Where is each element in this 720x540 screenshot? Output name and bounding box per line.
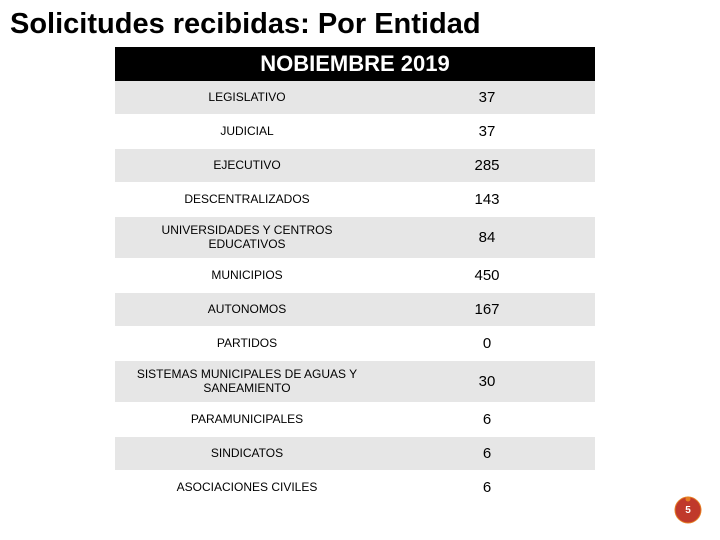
entity-value: 285 <box>379 149 595 182</box>
page-number: 5 <box>685 505 691 516</box>
entity-value: 6 <box>379 437 595 470</box>
table-header: NOBIEMBRE 2019 <box>115 47 595 81</box>
table-row: EJECUTIVO285 <box>115 149 595 183</box>
entity-table: NOBIEMBRE 2019 LEGISLATIVO37JUDICIAL37EJ… <box>115 47 595 505</box>
table-row: PARAMUNICIPALES6 <box>115 403 595 437</box>
table-row: AUTONOMOS167 <box>115 293 595 327</box>
table-row: ASOCIACIONES CIVILES6 <box>115 471 595 505</box>
entity-value: 6 <box>379 471 595 504</box>
entity-label: UNIVERSIDADES Y CENTROS EDUCATIVOS <box>115 217 379 258</box>
entity-label: LEGISLATIVO <box>115 81 379 114</box>
entity-value: 37 <box>379 115 595 148</box>
table-row: PARTIDOS0 <box>115 327 595 361</box>
entity-label: EJECUTIVO <box>115 149 379 182</box>
table-row: LEGISLATIVO37 <box>115 81 595 115</box>
entity-value: 84 <box>379 217 595 258</box>
entity-value: 30 <box>379 361 595 402</box>
entity-label: AUTONOMOS <box>115 293 379 326</box>
table-row: SISTEMAS MUNICIPALES DE AGUAS Y SANEAMIE… <box>115 361 595 403</box>
table-row: UNIVERSIDADES Y CENTROS EDUCATIVOS84 <box>115 217 595 259</box>
entity-value: 143 <box>379 183 595 216</box>
entity-value: 0 <box>379 327 595 360</box>
page-title: Solicitudes recibidas: Por Entidad <box>0 0 720 47</box>
entity-label: DESCENTRALIZADOS <box>115 183 379 216</box>
entity-label: SINDICATOS <box>115 437 379 470</box>
entity-label: SISTEMAS MUNICIPALES DE AGUAS Y SANEAMIE… <box>115 361 379 402</box>
entity-label: JUDICIAL <box>115 115 379 148</box>
table-row: DESCENTRALIZADOS143 <box>115 183 595 217</box>
entity-value: 37 <box>379 81 595 114</box>
entity-label: PARTIDOS <box>115 327 379 360</box>
entity-label: ASOCIACIONES CIVILES <box>115 471 379 504</box>
entity-label: MUNICIPIOS <box>115 259 379 292</box>
entity-value: 6 <box>379 403 595 436</box>
entity-label: PARAMUNICIPALES <box>115 403 379 436</box>
entity-value: 450 <box>379 259 595 292</box>
table-row: SINDICATOS6 <box>115 437 595 471</box>
page-number-badge: 5 <box>674 496 702 524</box>
table-row: MUNICIPIOS450 <box>115 259 595 293</box>
entity-value: 167 <box>379 293 595 326</box>
table-row: JUDICIAL37 <box>115 115 595 149</box>
